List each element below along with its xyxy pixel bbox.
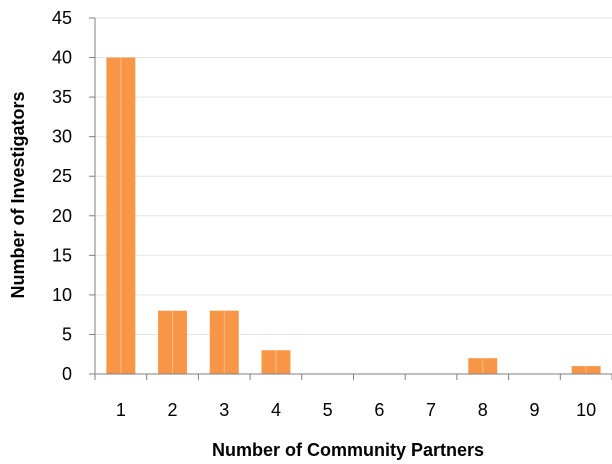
x-tick-label: 7	[426, 400, 436, 420]
x-tick-label: 5	[323, 400, 333, 420]
y-tick-label: 0	[62, 364, 72, 384]
y-tick-label: 30	[52, 127, 72, 147]
bar	[468, 358, 498, 374]
y-tick-label: 15	[52, 245, 72, 265]
gridlines	[95, 17, 612, 335]
x-tick-labels: 1 2 3 4 5 6 7 8 9 10	[116, 400, 596, 420]
x-tick-label: 9	[529, 400, 539, 420]
x-tick-label: 2	[168, 400, 178, 420]
bar	[106, 57, 136, 375]
x-tick-label: 3	[219, 400, 229, 420]
axes	[89, 17, 612, 380]
y-tick-label: 25	[52, 166, 72, 186]
y-tick-labels: 0 5 10 15 20 25 30 35 40 45	[52, 8, 72, 384]
y-axis-title: Number of Investigators	[8, 91, 28, 298]
bar	[261, 350, 291, 374]
y-tick-label: 5	[62, 324, 72, 344]
y-tick-label: 45	[52, 8, 72, 28]
y-tick-label: 35	[52, 87, 72, 107]
x-tick-label: 10	[576, 400, 596, 420]
x-axis-title: Number of Community Partners	[212, 440, 484, 460]
bars	[106, 57, 601, 375]
x-tick-label: 1	[116, 400, 126, 420]
bar	[158, 310, 188, 374]
bar	[209, 310, 239, 374]
y-tick-label: 10	[52, 285, 72, 305]
y-tick-label: 20	[52, 206, 72, 226]
x-tick-label: 4	[271, 400, 281, 420]
x-tick-label: 8	[478, 400, 488, 420]
x-tick-label: 6	[374, 400, 384, 420]
bar	[571, 366, 601, 374]
y-tick-label: 40	[52, 48, 72, 68]
